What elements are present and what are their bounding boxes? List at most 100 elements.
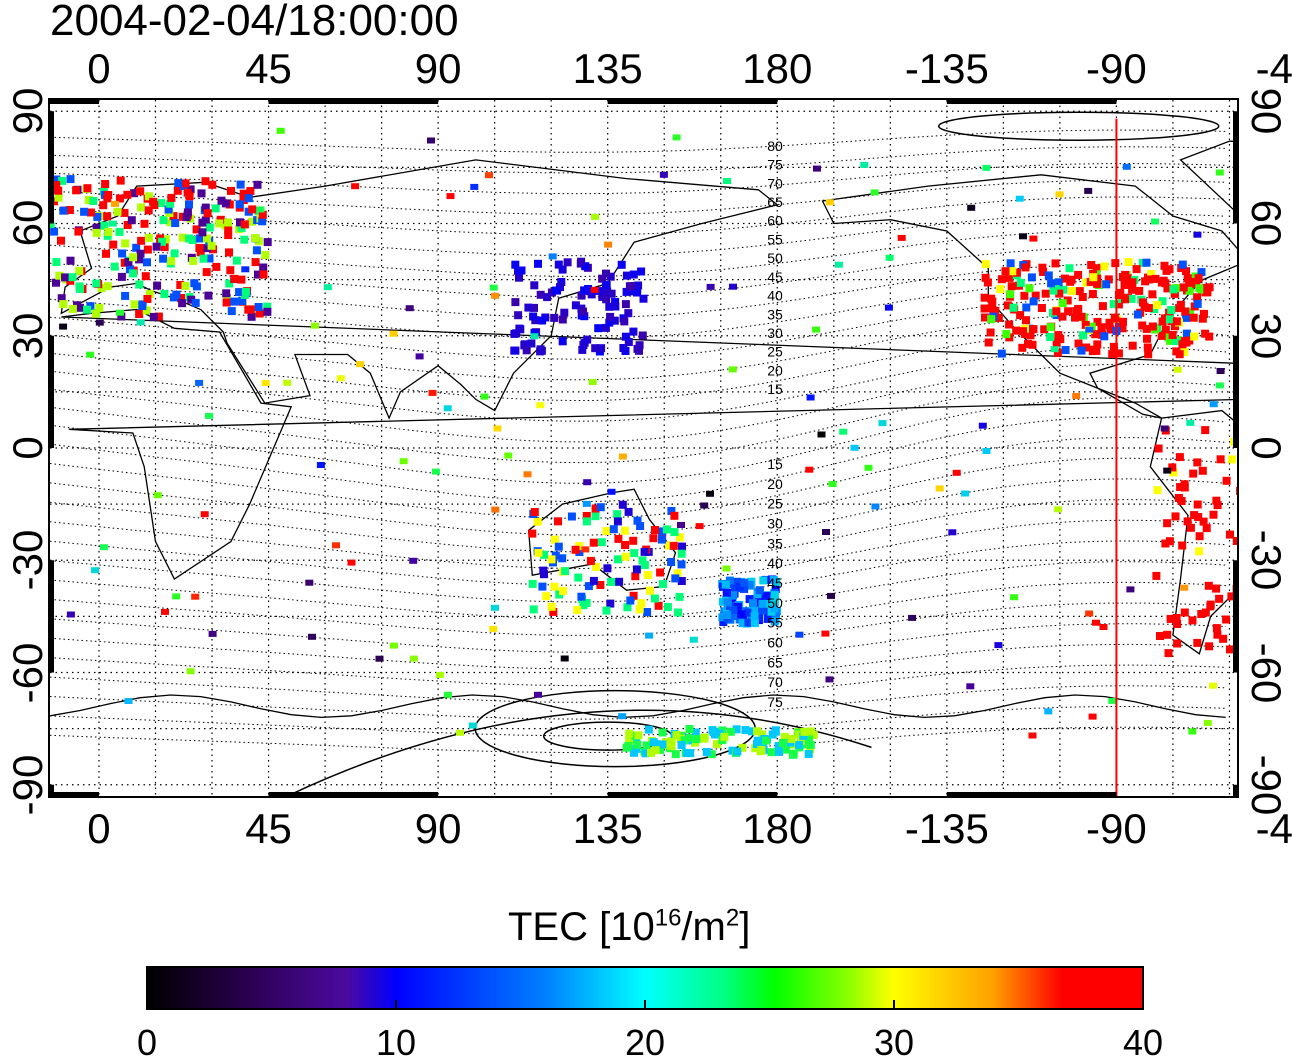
tec-cell [574, 573, 583, 582]
tec-cell [733, 602, 742, 611]
tec-cell [527, 339, 536, 348]
tec-cell [167, 257, 176, 266]
tec-cell [1100, 262, 1109, 271]
tec-cell [651, 526, 659, 534]
tec-cell [580, 338, 589, 347]
tec-cell [246, 187, 255, 195]
tec-cell [1029, 325, 1038, 334]
tec-cell [533, 517, 542, 526]
tec-cell [55, 271, 64, 280]
tec-cell [738, 743, 747, 752]
tec-cell [982, 448, 991, 454]
tec-cell [143, 295, 152, 303]
tec-cell [1139, 298, 1147, 307]
tec-cell [235, 288, 244, 297]
tec-cell [115, 194, 124, 203]
tec-cell [1063, 296, 1072, 305]
tec-cell [1171, 512, 1180, 521]
tec-cell [1169, 468, 1178, 477]
tec-cell [222, 298, 231, 307]
tec-cell [579, 307, 587, 316]
tec-cell [1226, 645, 1234, 654]
tec-cell [1077, 312, 1086, 321]
tec-cell [677, 522, 685, 528]
tec-cell [185, 200, 193, 209]
tec-cell [737, 610, 746, 619]
tec-cell [1222, 615, 1231, 624]
tec-cell [195, 244, 204, 252]
tec-cell [834, 261, 843, 268]
tec-cell [100, 221, 109, 230]
contour-value-label: 50 [767, 595, 783, 611]
frame-left-band [50, 560, 54, 673]
tec-cell [729, 612, 738, 620]
tec-cell [1219, 634, 1228, 643]
tec-cell [978, 422, 987, 429]
tec-cell [638, 556, 647, 565]
tec-cell [1189, 469, 1198, 478]
tec-cell [607, 488, 616, 495]
tec-cell [723, 611, 732, 619]
colorbar-tick-label: 10 [375, 1022, 417, 1063]
tec-cell [1120, 281, 1129, 289]
tec-cell [605, 318, 614, 327]
tec-cell [154, 312, 163, 321]
tec-cell [622, 743, 631, 752]
tec-cell [634, 731, 643, 740]
magnetic-latitude-contour [50, 280, 1227, 339]
tec-cell [1079, 331, 1088, 340]
tec-cell [589, 538, 598, 547]
tec-cell [805, 466, 814, 473]
tec-cell [1181, 307, 1190, 316]
map-canvas: 80 75 70 65 60 55 50 45 40 35 30 25 20 15 15 20 25 30 35 40… [50, 100, 1237, 796]
tec-cell [775, 748, 783, 756]
tec-cell [631, 572, 640, 581]
tec-cell [198, 228, 207, 237]
tec-cell [1099, 624, 1108, 630]
tec-cell [729, 283, 737, 290]
tec-cell [491, 604, 499, 611]
tec-cell [1031, 291, 1040, 300]
tec-cell [103, 282, 112, 291]
tec-cell [1119, 317, 1127, 326]
tec-cell [415, 353, 424, 360]
tec-cell [104, 191, 113, 199]
tec-cell [750, 612, 759, 621]
contour-value-label: 35 [767, 306, 783, 322]
tec-cell [738, 619, 747, 628]
tec-cell [633, 740, 642, 749]
tec-cell [92, 228, 101, 237]
magnetic-latitude-contour [50, 706, 1227, 737]
tec-cell [491, 292, 500, 299]
tec-cell [1044, 271, 1053, 280]
tec-cell [1153, 301, 1162, 309]
colorbar-title-unit: /m [681, 905, 726, 949]
tec-cell [677, 549, 686, 558]
tec-cell [66, 256, 75, 265]
tec-cell [523, 471, 532, 478]
tec-cell [1206, 600, 1215, 609]
tec-cell [208, 630, 217, 637]
tec-cell [1209, 401, 1218, 408]
colorbar-tick-mark [1142, 1000, 1144, 1010]
tec-cell [1074, 304, 1083, 313]
tec-cell [530, 281, 539, 290]
tec-cell [99, 544, 108, 551]
tec-cell [758, 741, 767, 750]
tec-cell [578, 345, 587, 354]
tec-cell [159, 254, 168, 263]
tec-cell [89, 197, 98, 205]
colorbar-title-text: TEC [10 [508, 905, 655, 949]
tec-cell [1201, 426, 1210, 435]
tec-cell [261, 380, 270, 386]
tec-cell [1216, 455, 1225, 464]
tec-cell [1170, 289, 1179, 298]
frame-top-band [50, 100, 99, 104]
tec-cell [754, 612, 763, 621]
tec-cell [560, 308, 569, 317]
tec-cell [1019, 327, 1027, 336]
tec-cell [217, 196, 226, 205]
tec-cell [908, 614, 917, 621]
tec-cell [1026, 331, 1035, 340]
tec-cell [1082, 278, 1091, 287]
